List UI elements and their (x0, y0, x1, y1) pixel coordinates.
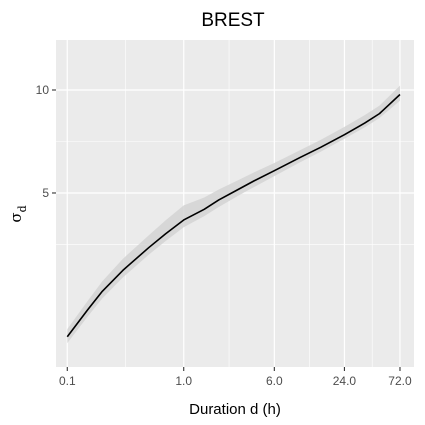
y-axis-ticks: 10 5 (36, 83, 56, 200)
y-tick-label: 10 (36, 83, 50, 97)
grid-minor (56, 40, 414, 367)
y-axis-title-sub: d (16, 205, 29, 212)
x-tick-label: 6.0 (266, 374, 283, 388)
chart-title: BREST (201, 10, 265, 31)
x-tick-label: 72.0 (388, 374, 412, 388)
plot-panel (56, 40, 414, 367)
x-tick-label: 0.1 (59, 374, 76, 388)
x-axis-title: Duration d (h) (189, 401, 281, 418)
series-line (66, 93, 401, 338)
x-tick-label: 1.0 (175, 374, 192, 388)
y-axis-title: σd (7, 205, 29, 222)
x-tick-label: 24.0 (333, 374, 357, 388)
y-axis-title-main: σ (7, 212, 25, 222)
x-axis-ticks: 0.1 1.0 6.0 24.0 72.0 (59, 367, 412, 388)
y-tick-label: 5 (42, 186, 49, 200)
